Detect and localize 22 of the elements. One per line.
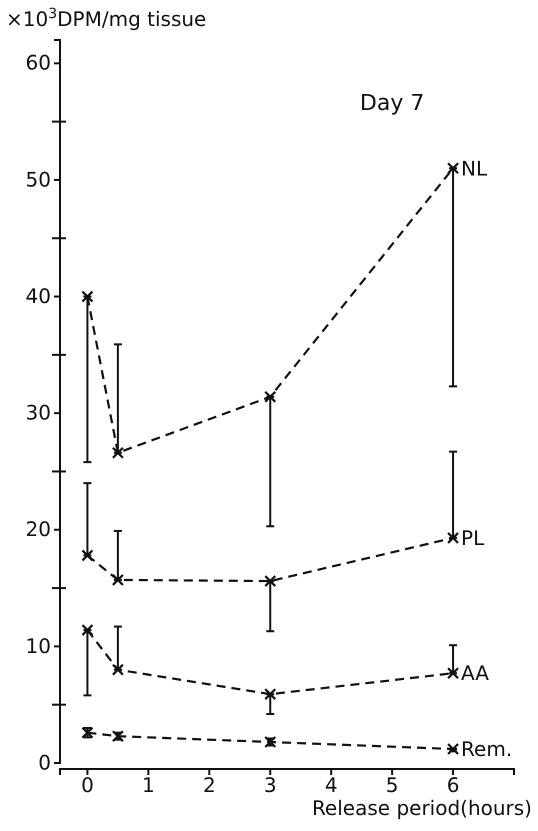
- series-label: AA: [461, 661, 490, 686]
- x-tick-label: 3: [264, 773, 277, 798]
- x-tick-label: 6: [446, 773, 460, 798]
- y-tick-label: 20: [26, 517, 51, 542]
- text: Day 7: [360, 91, 424, 116]
- y-tick-label: 0: [38, 750, 51, 774]
- y-axis-title: ×10$^{3}$DPM/mg tissue: [6, 6, 206, 31]
- x-axis-title: Release period(hours): [312, 796, 532, 820]
- point: [446, 742, 460, 756]
- x-tick-label: 0: [81, 773, 94, 798]
- series-label: PL: [461, 526, 486, 550]
- x-tick-label: 2: [202, 773, 216, 798]
- y-tick-label: 10: [26, 634, 51, 658]
- series-label: NL: [461, 156, 488, 180]
- x-tick-label: 5: [386, 773, 398, 798]
- y-tick-label: 60: [26, 50, 51, 75]
- x-tick-label: 4: [324, 773, 338, 798]
- y-tick-label: 40: [26, 284, 51, 308]
- y-tick-label: 30: [26, 400, 51, 425]
- x-tick-label: 1: [142, 773, 155, 798]
- series-label: Rem.: [461, 737, 512, 762]
- y-tick-label: 50: [26, 167, 51, 192]
